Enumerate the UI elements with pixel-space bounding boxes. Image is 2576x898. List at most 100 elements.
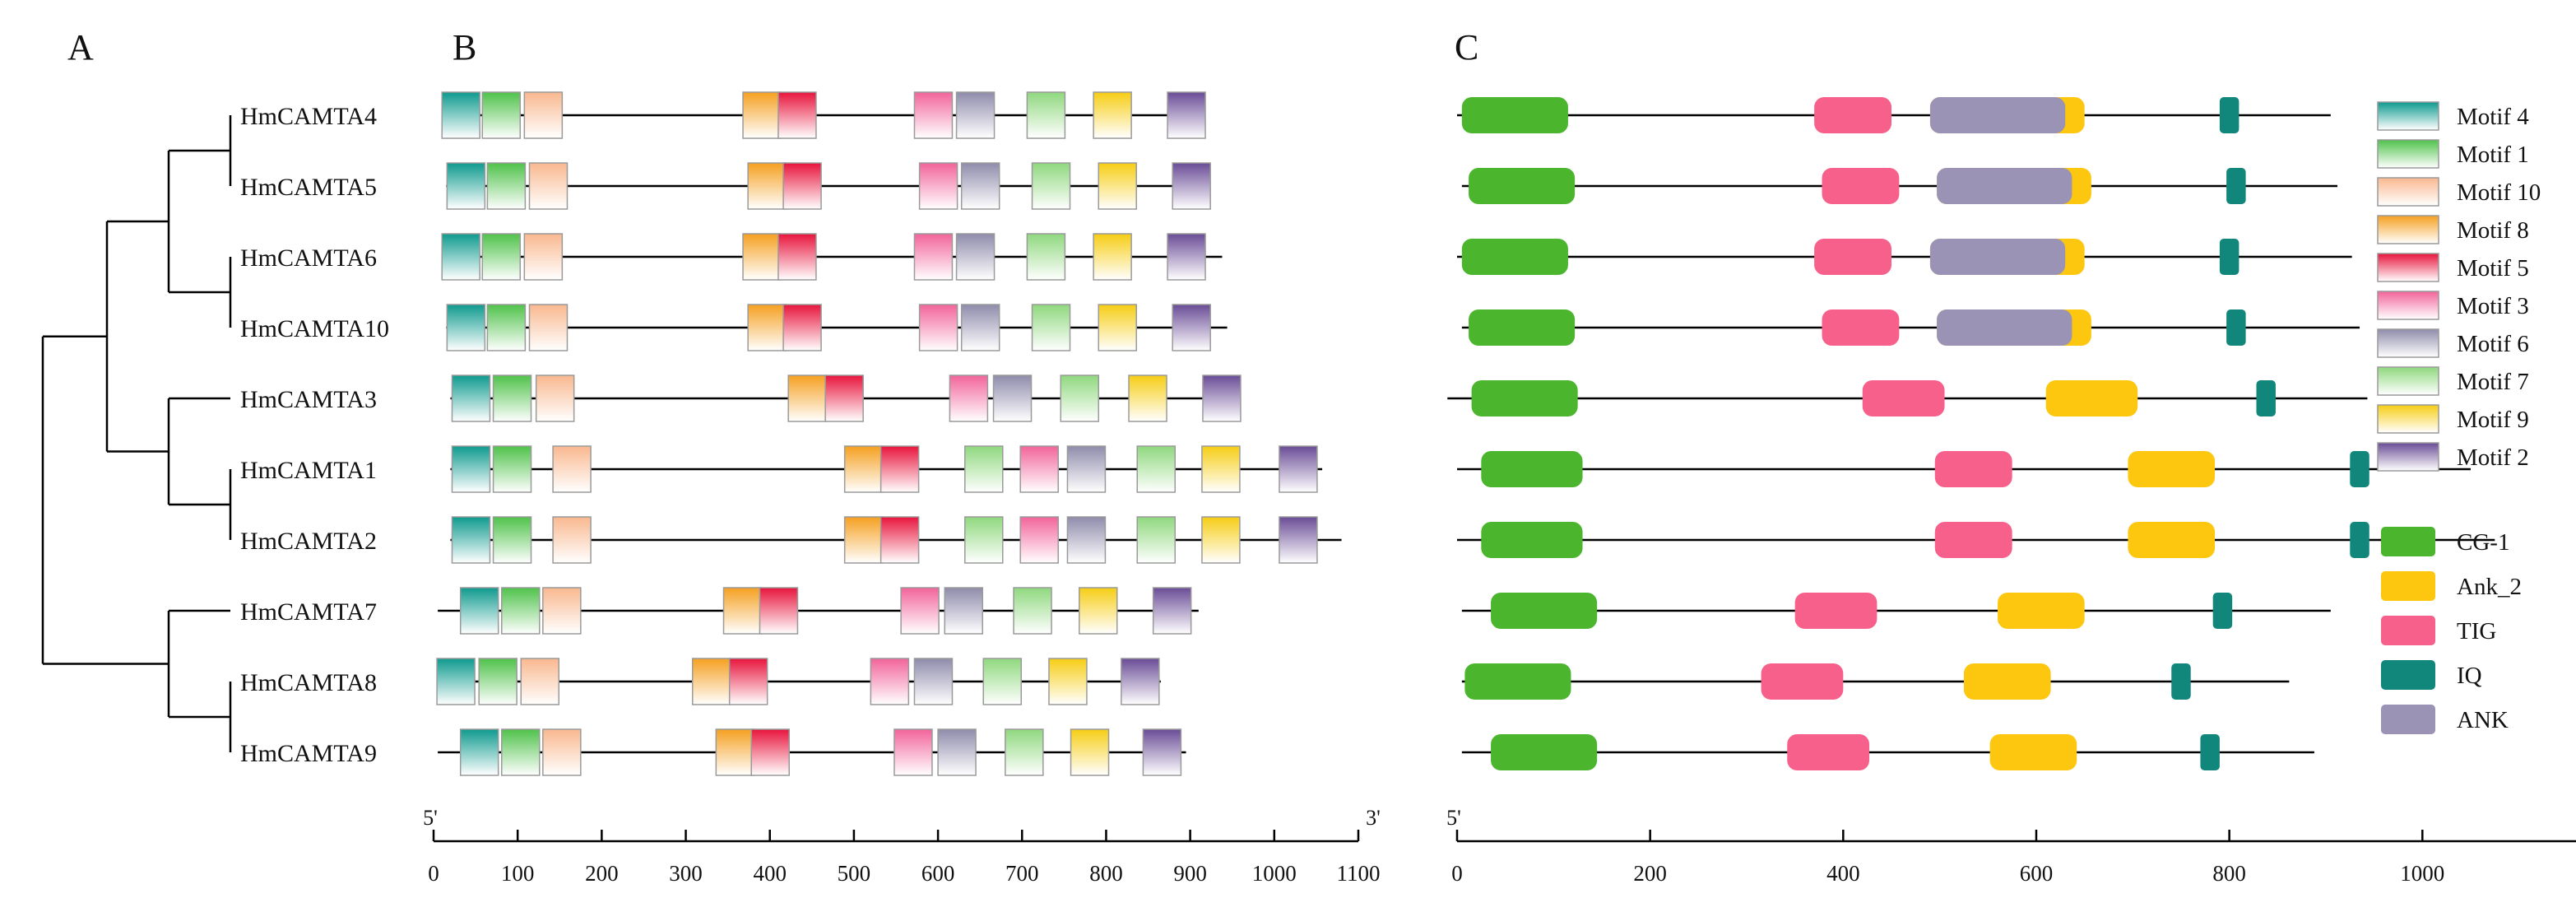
legend-label: Motif 2	[2457, 444, 2529, 471]
domain-tig	[1822, 309, 1900, 346]
motif-motif-10	[520, 658, 560, 705]
axis-tick-label: 600	[921, 861, 955, 886]
motif-panel	[436, 91, 1342, 776]
axis-tick-label: 100	[501, 861, 535, 886]
motif-motif-3	[870, 658, 910, 705]
legend-swatch	[2377, 139, 2439, 169]
motif-motif-7	[1026, 233, 1066, 281]
domain-tig	[1814, 239, 1891, 275]
legend-swatch	[2377, 101, 2439, 131]
motif-motif-7	[1013, 587, 1052, 635]
domain-tig	[1934, 522, 2012, 558]
domain-ank	[1937, 168, 2072, 204]
legend-swatch	[2377, 442, 2439, 472]
motif-motif-3	[1019, 445, 1059, 493]
domain-tig	[1814, 97, 1891, 133]
motif-motif-8	[843, 516, 884, 564]
domain-iq	[2171, 663, 2191, 700]
axis-tick-label: 700	[1005, 861, 1039, 886]
motif-motif-3	[949, 375, 989, 422]
gene-label: HmCAMTA10	[240, 315, 389, 342]
legend-label: Motif 10	[2457, 179, 2541, 206]
domain-panel	[1447, 97, 2495, 770]
domain-iq	[2226, 168, 2246, 204]
legend-label: Ank_2	[2457, 574, 2522, 600]
domain-cg1	[1481, 451, 1583, 487]
axis-tick-label: 0	[428, 861, 439, 886]
motif-motif-3	[913, 233, 954, 281]
legend-swatch	[2381, 571, 2435, 601]
gene-label: HmCAMTA8	[240, 669, 377, 696]
motif-motif-2	[1152, 587, 1192, 635]
domain-cg1	[1491, 593, 1598, 629]
domain-axis: 0200400600800100012005'3'	[1446, 806, 2576, 886]
motif-motif-10	[552, 516, 592, 564]
motif-motif-1	[501, 728, 541, 776]
motif-motif-10	[542, 587, 582, 635]
motif-motif-10	[535, 375, 575, 422]
motif-motif-9	[1070, 728, 1110, 776]
motif-motif-5	[728, 658, 768, 705]
legend-swatch	[2381, 616, 2435, 645]
gene-label: HmCAMTA6	[240, 244, 377, 272]
domain-iq	[2200, 734, 2220, 770]
panel-c-label: C	[1455, 27, 1478, 67]
gene-label: HmCAMTA1	[240, 457, 377, 484]
motif-motif-9	[1201, 445, 1241, 493]
domain-ank2	[1963, 663, 2051, 700]
motif-motif-8	[742, 233, 782, 281]
motif-motif-1	[478, 658, 518, 705]
axis-tick-label: 900	[1173, 861, 1207, 886]
motif-motif-7	[1060, 375, 1100, 422]
motif-motif-10	[552, 445, 592, 493]
legend-swatch	[2377, 215, 2439, 244]
motif-motif-9	[1048, 658, 1088, 705]
legend-label: Motif 5	[2457, 255, 2529, 281]
motif-motif-2	[1121, 658, 1160, 705]
axis-tick-label: 500	[838, 861, 871, 886]
motif-motif-1	[492, 516, 532, 564]
motif-motif-7	[964, 445, 1004, 493]
legend-swatch	[2381, 660, 2435, 690]
phylogenetic-tree	[41, 115, 232, 752]
motif-motif-6	[960, 304, 1000, 351]
domain-iq	[2219, 239, 2239, 275]
legend-label: Motif 7	[2457, 369, 2529, 395]
motif-motif-10	[528, 162, 569, 210]
motif-motif-9	[1098, 304, 1137, 351]
motif-motif-5	[750, 728, 790, 776]
axis-tick-label: 400	[1826, 861, 1860, 886]
motif-motif-10	[523, 233, 564, 281]
motif-motif-5	[880, 516, 920, 564]
motif-motif-4	[446, 304, 486, 351]
motif-motif-4	[459, 587, 499, 635]
motif-motif-7	[1136, 445, 1176, 493]
domain-legend: CG-1 Ank_2 TIG IQ ANK	[2381, 527, 2522, 734]
legend-label: CG-1	[2457, 529, 2509, 556]
panel-a-label: A	[67, 27, 94, 67]
axis-tick-label: 1100	[1336, 861, 1380, 886]
motif-motif-9	[1078, 587, 1118, 635]
legend-swatch	[2377, 328, 2439, 358]
legend-label: TIG	[2457, 618, 2496, 644]
domain-tig	[1862, 380, 1945, 416]
motif-motif-5	[777, 233, 817, 281]
motif-motif-4	[451, 516, 491, 564]
motif-motif-4	[446, 162, 486, 210]
motif-motif-6	[1066, 516, 1107, 564]
motif-motif-4	[441, 91, 480, 139]
domain-iq	[2219, 97, 2239, 133]
domain-ank2	[2045, 380, 2138, 416]
motif-motif-6	[913, 658, 954, 705]
motif-motif-10	[528, 304, 569, 351]
motif-motif-2	[1279, 516, 1318, 564]
motif-motif-3	[913, 91, 954, 139]
motif-motif-8	[691, 658, 731, 705]
five-prime-label: 5'	[423, 806, 438, 830]
domain-cg1	[1464, 663, 1571, 700]
motif-motif-3	[900, 587, 940, 635]
motif-motif-8	[843, 445, 884, 493]
gene-label: HmCAMTA5	[240, 174, 377, 201]
motif-motif-7	[1026, 91, 1066, 139]
motif-motif-3	[893, 728, 933, 776]
